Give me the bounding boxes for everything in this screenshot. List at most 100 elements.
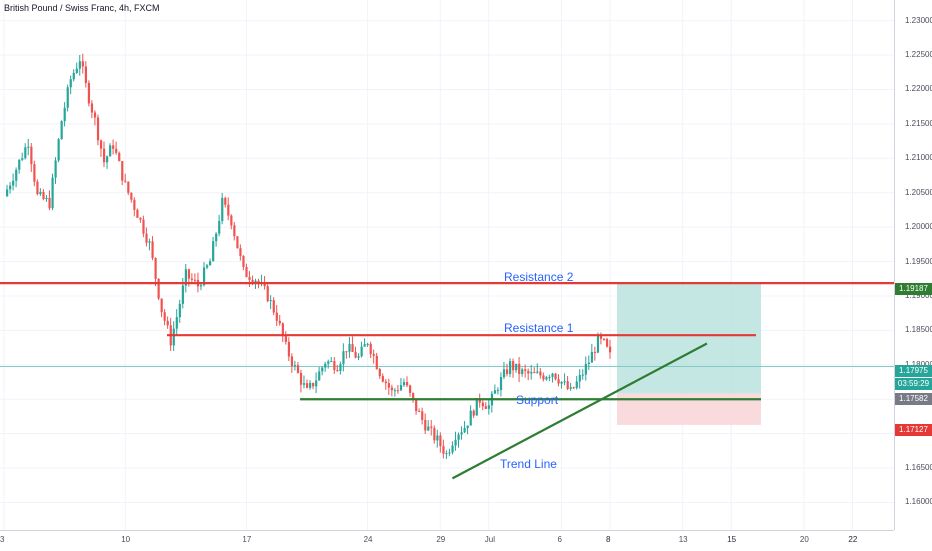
candle-body [302, 383, 306, 385]
candle-body [112, 145, 115, 149]
candle-body [593, 351, 597, 353]
candle-body [496, 390, 500, 392]
price-tick-label: 1.21000 [905, 153, 932, 163]
candle-body [318, 371, 321, 381]
candle-body [539, 371, 542, 376]
price-tick-label: 1.18000 [905, 360, 932, 369]
candle-body [157, 278, 160, 299]
price-tick-label: 1.20500 [905, 187, 932, 197]
candle-body [269, 300, 272, 302]
candle-body [87, 82, 91, 104]
candle-body [172, 328, 175, 346]
candle-body [115, 148, 118, 153]
price-tick-label: 1.21500 [905, 118, 932, 128]
candle-body [60, 121, 63, 140]
candle-body [515, 363, 518, 371]
time-tick-label: 15 [727, 535, 737, 544]
candle-body [163, 312, 166, 321]
candle-body [445, 453, 448, 455]
candle-body [184, 269, 187, 286]
candle-body [236, 236, 239, 249]
time-tick-label: Jul [484, 535, 496, 544]
candle-body [24, 147, 27, 159]
candle-body [242, 255, 245, 267]
candle-body [224, 198, 227, 205]
candle-body [512, 361, 515, 371]
candle-body [463, 428, 466, 433]
candle-body [439, 435, 442, 447]
candle-body [360, 346, 363, 357]
candle-body [27, 146, 30, 148]
candle-body [190, 278, 194, 280]
candle-body [545, 377, 548, 380]
candle-body [324, 363, 327, 368]
candle-body [145, 233, 148, 243]
candle-body [245, 266, 248, 278]
candle-body [212, 241, 215, 262]
candle-body [415, 399, 418, 412]
candle-body [336, 370, 339, 372]
candle-body [454, 439, 457, 446]
candle-body [424, 419, 427, 431]
candle-body [84, 66, 88, 83]
candle-body [384, 381, 387, 384]
candle-body [499, 377, 503, 391]
trend-line-label: Trend Line [500, 457, 557, 471]
candle-body [418, 411, 421, 413]
time-tick-label: 24 [363, 535, 373, 544]
candle-body [51, 177, 54, 209]
axis-corner [894, 530, 932, 550]
candle-body [457, 434, 460, 440]
candle-body [363, 344, 366, 347]
candle-body [218, 220, 221, 234]
entry-price-tag: 1.17582 [895, 393, 932, 405]
candle-body [433, 427, 436, 441]
candle-body [339, 364, 342, 371]
candle-body [451, 445, 454, 453]
resistance-2-price-tag: 1.19187 [895, 283, 932, 295]
time-tick-label: 20 [799, 535, 809, 544]
chart-canvas[interactable] [0, 0, 894, 530]
price-tick-label: 1.19500 [905, 256, 932, 266]
candle-body [121, 161, 124, 181]
time-axis[interactable]: 3 8 10 15 17 22 24 29 Jul 6 8 13 15 20 22 [0, 530, 894, 551]
price-tick-label: 1.22000 [905, 84, 932, 94]
candle-body [221, 198, 224, 221]
candle-body [354, 351, 357, 358]
candle-body [330, 361, 333, 363]
candle-body [560, 381, 563, 384]
candle-body [436, 435, 439, 441]
candle-body [327, 361, 330, 364]
candle-body [563, 381, 566, 383]
price-axis[interactable]: 1.23000 1.22500 1.22000 1.21500 1.21000 1.205… [894, 0, 932, 530]
candle-body [287, 341, 291, 357]
candle-body [469, 410, 472, 426]
candle-body [502, 369, 506, 378]
candle-body [481, 402, 484, 407]
candle-body [178, 303, 181, 318]
candle-body [133, 199, 136, 210]
candle-body [12, 180, 15, 186]
candle-body [230, 215, 233, 226]
resistance-1-label: Resistance 1 [504, 321, 574, 335]
candle-body [139, 217, 142, 220]
candle-body [387, 383, 391, 388]
candle-body [321, 367, 324, 372]
candle-body [266, 286, 269, 302]
candle-body [509, 361, 512, 374]
candle-body [378, 369, 381, 377]
candle-body [348, 344, 351, 352]
candle-body [18, 159, 21, 170]
candle-body [602, 338, 606, 340]
candle-body [142, 219, 145, 234]
candle-body [569, 387, 572, 389]
candle-body [557, 379, 560, 384]
candle-body [193, 279, 197, 281]
candle-body [351, 344, 354, 352]
candle-body [596, 334, 600, 353]
candle-body [466, 425, 469, 429]
stop-price-tag: 1.17127 [895, 424, 932, 436]
candle-body [315, 380, 318, 387]
candle-body [590, 351, 594, 363]
